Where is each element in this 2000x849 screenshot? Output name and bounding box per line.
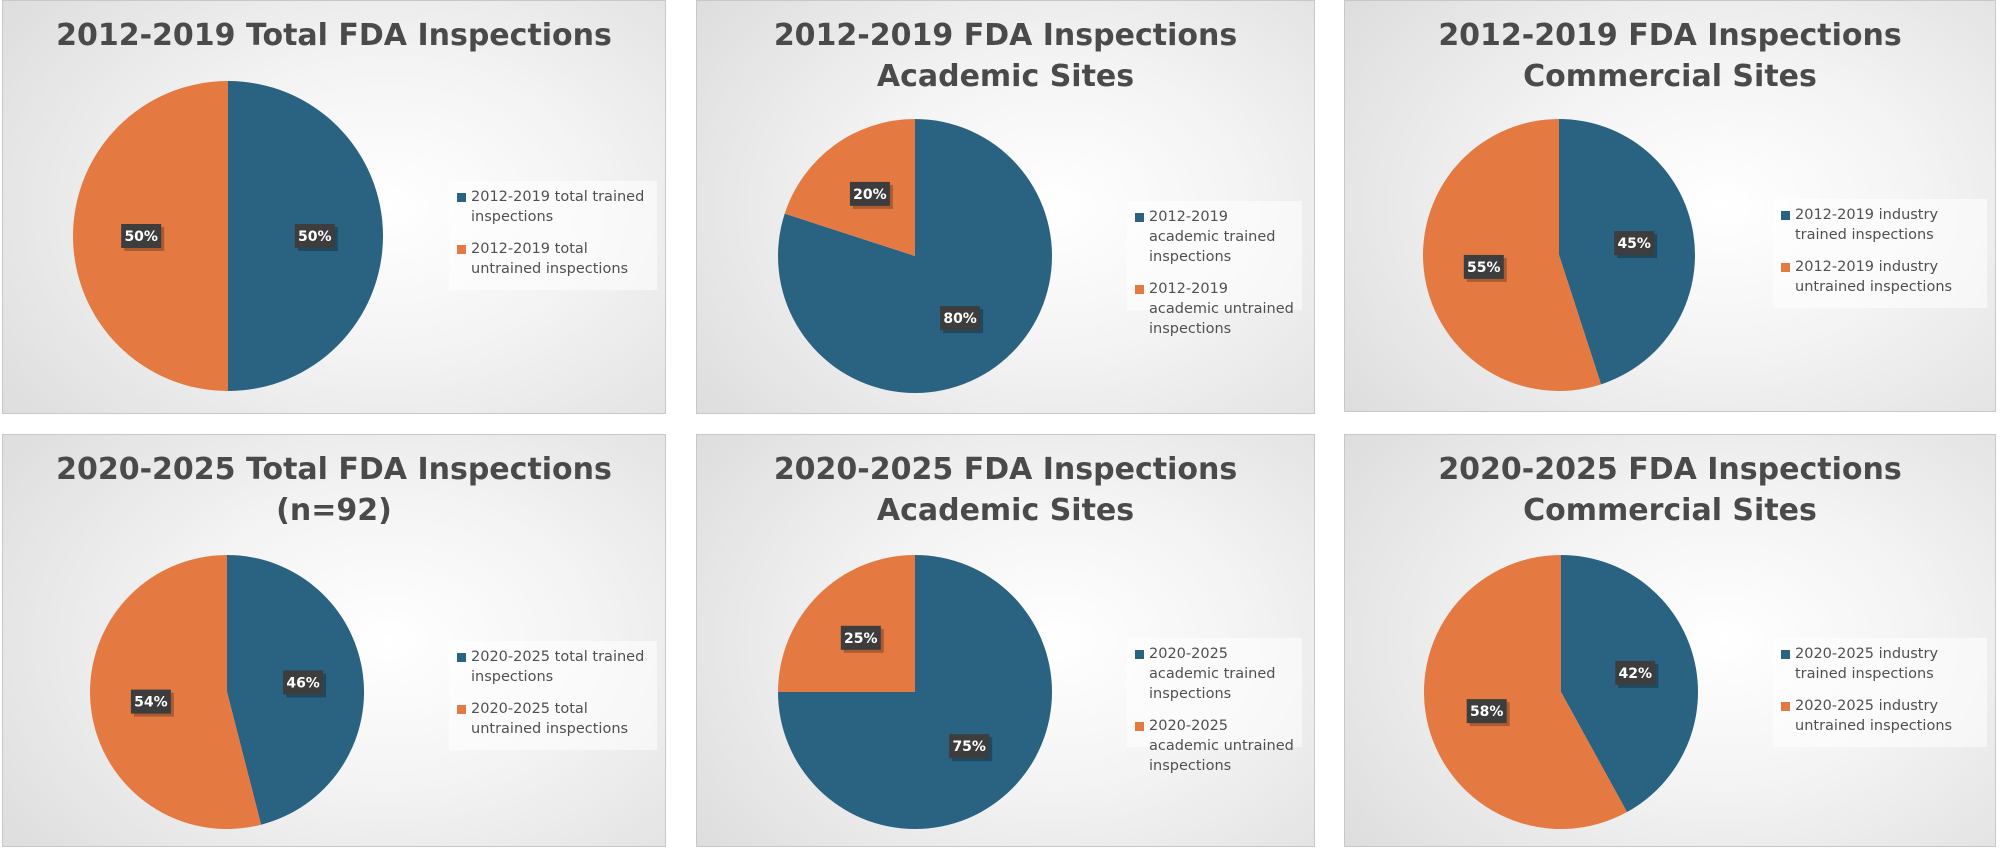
- data-label-text: 20%: [853, 187, 887, 203]
- chart-legend: 2020-2025 industry trained inspections 2…: [1773, 638, 1987, 747]
- data-label-text: 50%: [124, 229, 158, 245]
- pie-slice-untrained: [1423, 555, 1627, 829]
- legend-swatch-trained: [457, 653, 466, 662]
- legend-item-untrained: 2012-2019 industry untrained inspections: [1781, 257, 1979, 297]
- legend-label-trained: 2012-2019 academic trained inspections: [1149, 209, 1276, 265]
- chart-legend: 2020-2025 academic trained inspections 2…: [1127, 638, 1302, 774]
- chart-legend: 2012-2019 academic trained inspections 2…: [1127, 201, 1302, 337]
- legend-label-untrained: 2020-2025 academic untrained inspections: [1149, 718, 1294, 774]
- data-label-untrained: 25%: [840, 625, 884, 653]
- chart-panel-total-2012-2019: 2012-2019 Total FDA Inspections 50% 50% 2…: [2, 0, 666, 414]
- legend-label-untrained: 2020-2025 total untrained inspections: [471, 701, 629, 737]
- legend-swatch-untrained: [457, 705, 466, 714]
- legend-swatch-untrained: [1781, 263, 1790, 272]
- legend-swatch-untrained: [1135, 285, 1144, 294]
- legend-label-trained: 2012-2019 total trained inspections: [471, 189, 645, 225]
- legend-swatch-trained: [1781, 650, 1790, 659]
- pie-chart: 46% 54%: [90, 555, 365, 829]
- legend-item-trained: 2012-2019 total trained inspections: [457, 187, 649, 227]
- data-label-text: 46%: [286, 675, 320, 691]
- legend-item-trained: 2012-2019 academic trained inspections: [1135, 207, 1294, 267]
- chart-title: 2012-2019 FDA Inspections Commercial Sit…: [1438, 18, 1902, 94]
- legend-label-trained: 2020-2025 total trained inspections: [471, 649, 645, 685]
- pie-chart: 42% 58%: [1423, 555, 1698, 829]
- data-label-text: 58%: [1470, 704, 1504, 720]
- data-label-untrained: 50%: [121, 224, 165, 251]
- chart-legend: 2020-2025 total trained inspections 2020…: [449, 641, 657, 750]
- chart-panel-academic-2020-2025: 2020-2025 FDA Inspections Academic Sites…: [696, 434, 1315, 847]
- pie-chart: 50% 50%: [73, 81, 383, 391]
- legend-label-trained: 2020-2025 academic trained inspections: [1149, 646, 1276, 702]
- pie-slice-untrained: [784, 119, 915, 256]
- data-label-text: 54%: [134, 695, 168, 711]
- chart-title: 2020-2025 FDA Inspections Academic Sites: [773, 452, 1238, 528]
- chart-panel-total-2020-2025: 2020-2025 Total FDA Inspections (n=92) 4…: [2, 434, 666, 847]
- data-label-untrained: 54%: [130, 689, 174, 717]
- chart-title: 2020-2025 Total FDA Inspections (n=92): [56, 452, 612, 528]
- data-label-text: 25%: [844, 631, 878, 647]
- legend-item-untrained: 2012-2019 total untrained inspections: [457, 239, 649, 279]
- pie-chart: 80% 20%: [778, 118, 1053, 393]
- legend-label-trained: 2012-2019 industry trained inspections: [1795, 207, 1939, 243]
- legend-item-untrained: 2020-2025 academic untrained inspections: [1135, 716, 1294, 776]
- chart-panel-commercial-2012-2019: 2012-2019 FDA Inspections Commercial Sit…: [1344, 0, 1996, 412]
- legend-swatch-trained: [1781, 211, 1790, 220]
- data-label-trained: 50%: [294, 224, 338, 251]
- chart-legend: 2012-2019 total trained inspections 2012…: [449, 181, 657, 290]
- legend-item-trained: 2020-2025 total trained inspections: [457, 647, 649, 687]
- data-label-trained: 45%: [1614, 231, 1658, 259]
- pie-chart: 45% 55%: [1422, 119, 1695, 391]
- chart-panel-commercial-2020-2025: 2020-2025 FDA Inspections Commercial Sit…: [1344, 434, 1996, 847]
- data-label-text: 75%: [952, 739, 986, 755]
- pie-slice-untrained: [778, 555, 915, 692]
- legend-label-untrained: 2012-2019 industry untrained inspections: [1795, 259, 1953, 295]
- legend-swatch-untrained: [1781, 702, 1790, 711]
- data-label-text: 45%: [1617, 236, 1651, 252]
- data-label-text: 80%: [943, 311, 977, 327]
- data-label-untrained: 55%: [1463, 254, 1507, 282]
- pie-slice-untrained: [1422, 119, 1602, 391]
- data-label-trained: 75%: [949, 734, 993, 762]
- legend-label-untrained: 2012-2019 academic untrained inspections: [1149, 281, 1294, 337]
- legend-item-untrained: 2012-2019 academic untrained inspections: [1135, 279, 1294, 339]
- legend-item-trained: 2020-2025 industry trained inspections: [1781, 644, 1979, 684]
- data-label-trained: 46%: [283, 670, 327, 698]
- pie-slice-trained: [778, 118, 1053, 393]
- chart-title: 2012-2019 Total FDA Inspections: [56, 18, 612, 53]
- legend-swatch-untrained: [1135, 722, 1144, 731]
- legend-item-untrained: 2020-2025 total untrained inspections: [457, 699, 649, 739]
- chart-title: 2012-2019 FDA Inspections Academic Sites: [773, 18, 1238, 94]
- data-label-untrained: 20%: [849, 181, 893, 209]
- legend-item-untrained: 2020-2025 industry untrained inspections: [1781, 696, 1979, 736]
- legend-swatch-untrained: [457, 245, 466, 254]
- legend-item-trained: 2012-2019 industry trained inspections: [1781, 205, 1979, 245]
- legend-swatch-trained: [457, 193, 466, 202]
- legend-label-trained: 2020-2025 industry trained inspections: [1795, 646, 1939, 682]
- legend-swatch-trained: [1135, 213, 1144, 222]
- data-label-trained: 80%: [940, 306, 984, 334]
- pie-chart: 75% 25%: [778, 555, 1052, 829]
- data-label-untrained: 58%: [1466, 699, 1510, 727]
- legend-label-untrained: 2012-2019 total untrained inspections: [471, 241, 629, 277]
- legend-swatch-trained: [1135, 650, 1144, 659]
- legend-item-trained: 2020-2025 academic trained inspections: [1135, 644, 1294, 704]
- data-label-text: 55%: [1467, 260, 1501, 276]
- chart-title: 2020-2025 FDA Inspections Commercial Sit…: [1438, 452, 1902, 528]
- chart-panel-academic-2012-2019: 2012-2019 FDA Inspections Academic Sites…: [696, 0, 1315, 414]
- legend-label-untrained: 2020-2025 industry untrained inspections: [1795, 698, 1953, 734]
- pie-slice-untrained: [90, 555, 262, 829]
- data-label-text: 50%: [298, 229, 332, 245]
- chart-legend: 2012-2019 industry trained inspections 2…: [1773, 199, 1987, 308]
- data-label-trained: 42%: [1615, 660, 1659, 688]
- data-label-text: 42%: [1619, 666, 1653, 682]
